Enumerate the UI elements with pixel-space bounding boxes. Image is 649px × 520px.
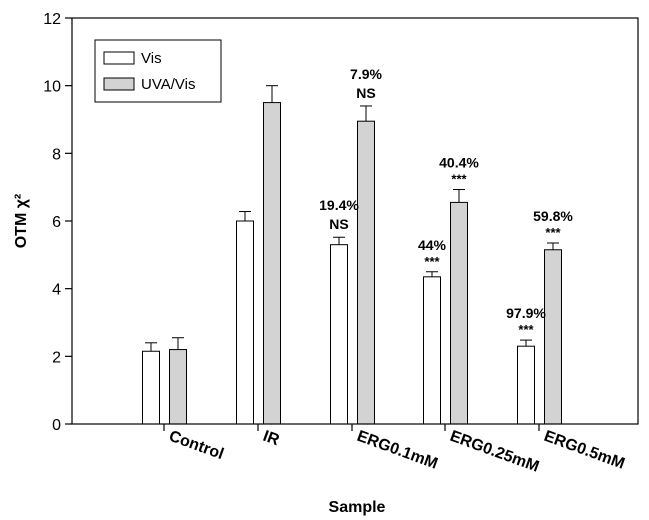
bar-uva-vis xyxy=(450,201,468,425)
bar-vis xyxy=(517,345,535,425)
bars-layer xyxy=(142,85,562,425)
legend-swatch-uva-vis xyxy=(103,77,135,91)
percent-annotation: 40.4% xyxy=(439,155,479,171)
bar-vis xyxy=(142,350,160,425)
percent-annotation: 97.9% xyxy=(506,305,546,321)
x-tick-label: ERG0.5mM xyxy=(542,428,627,473)
significance-annotation: *** xyxy=(545,225,561,240)
bar-vis xyxy=(236,220,254,425)
annotations-layer: 19.4%NS44%***97.9%***7.9%NS40.4%***59.8%… xyxy=(319,66,573,337)
y-axis-title: OTM χ² xyxy=(13,194,30,249)
bar-uva-vis xyxy=(544,249,562,425)
legend-label-uva-vis: UVA/Vis xyxy=(141,76,195,93)
legend: Vis UVA/Vis xyxy=(94,39,222,103)
legend-box xyxy=(94,39,222,103)
y-tick-label: 10 xyxy=(43,79,61,96)
legend-label-vis: Vis xyxy=(141,50,162,67)
x-tick-label: IR xyxy=(261,428,282,450)
significance-annotation: NS xyxy=(356,85,375,101)
y-tick-label: 4 xyxy=(52,282,61,299)
bar-vis xyxy=(330,244,348,425)
legend-swatch-vis xyxy=(103,51,135,65)
y-tick-label: 0 xyxy=(52,417,61,434)
x-axis-title: Sample xyxy=(329,499,386,516)
significance-annotation: *** xyxy=(424,254,440,269)
percent-annotation: 7.9% xyxy=(350,66,382,82)
y-tick-label: 6 xyxy=(52,214,61,231)
significance-annotation: *** xyxy=(518,322,534,337)
percent-annotation: 19.4% xyxy=(319,197,359,213)
x-tick-label: ERG0.1mM xyxy=(355,428,440,473)
x-tick-label: Control xyxy=(167,428,226,463)
bar-vis xyxy=(423,276,441,425)
percent-annotation: 59.8% xyxy=(533,208,573,224)
significance-annotation: NS xyxy=(329,216,348,232)
significance-annotation: *** xyxy=(451,172,467,187)
y-tick-label: 8 xyxy=(52,146,61,163)
x-axis: Control IR ERG0.1mM ERG0.25mM ERG0.5mM xyxy=(163,424,627,476)
percent-annotation: 44% xyxy=(418,237,447,253)
x-tick-label: ERG0.25mM xyxy=(448,428,542,476)
bar-uva-vis xyxy=(169,349,187,425)
bar-uva-vis xyxy=(263,102,281,425)
y-axis: 0 2 4 6 8 10 12 xyxy=(43,11,72,434)
y-tick-label: 12 xyxy=(43,11,61,28)
y-tick-label: 2 xyxy=(52,349,61,366)
bar-uva-vis xyxy=(357,120,375,425)
